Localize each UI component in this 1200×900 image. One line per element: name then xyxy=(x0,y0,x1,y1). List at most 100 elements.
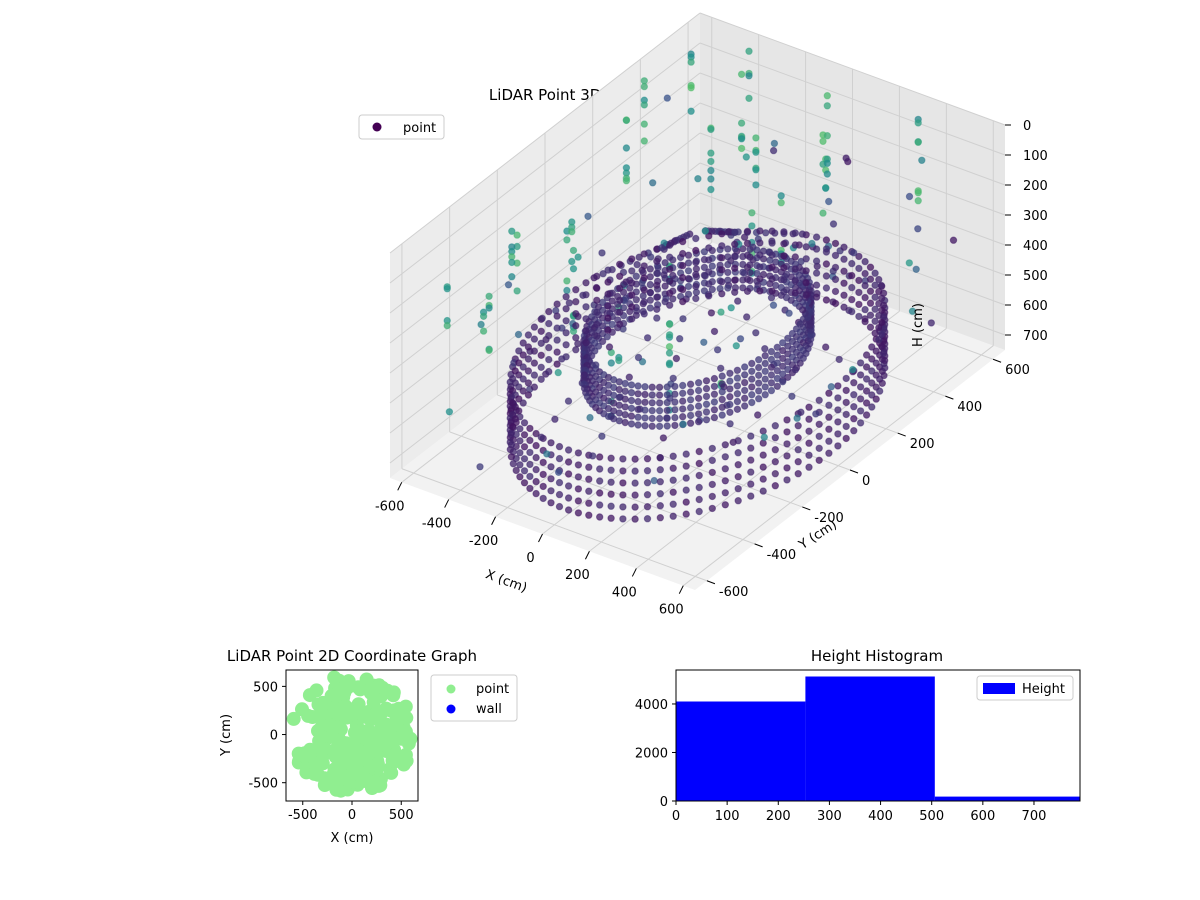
grid-line-y xyxy=(449,431,755,545)
point-3d xyxy=(760,433,768,441)
point-3d xyxy=(648,422,656,430)
point-3d xyxy=(717,364,725,372)
point-3d xyxy=(767,386,776,395)
point-3d xyxy=(734,485,742,493)
point-3d xyxy=(724,260,732,269)
point-3d xyxy=(748,398,756,407)
point-3d xyxy=(727,304,735,312)
point-3d xyxy=(524,355,533,363)
point-3d xyxy=(759,463,767,471)
point-3d xyxy=(532,453,540,462)
point-3d xyxy=(631,503,639,511)
point-3d xyxy=(783,464,791,472)
point-3d xyxy=(702,377,711,385)
point-3d xyxy=(682,510,690,518)
point-3d xyxy=(871,269,879,277)
z-tick-label-3d: 400 xyxy=(1023,239,1048,254)
point-3d xyxy=(908,307,917,315)
point-3d xyxy=(634,390,642,398)
point-3d xyxy=(532,429,540,438)
point-3d xyxy=(718,411,726,419)
point-3d xyxy=(759,451,767,459)
point-3d xyxy=(768,251,776,259)
point-3d xyxy=(862,411,871,419)
point-3d xyxy=(739,268,747,276)
point-3d xyxy=(640,310,648,318)
point-3d xyxy=(747,456,755,464)
point-3d xyxy=(747,432,755,440)
point-3d xyxy=(905,192,914,201)
point-3d xyxy=(881,356,889,365)
point-3d xyxy=(545,367,553,376)
point-3d xyxy=(805,415,813,423)
point-3d xyxy=(862,363,871,371)
point-3d xyxy=(568,257,576,266)
point-3d xyxy=(653,281,661,289)
x-tick-label-hist: 100 xyxy=(715,809,740,824)
point-3d xyxy=(604,326,612,334)
point-3d xyxy=(840,255,848,263)
legend-marker-height xyxy=(983,683,1015,694)
point-3d xyxy=(574,497,583,505)
y-tick-3d xyxy=(897,432,906,437)
point-3d xyxy=(831,299,840,308)
point-3d xyxy=(633,260,641,269)
point-3d xyxy=(705,280,713,288)
point-3d xyxy=(666,277,674,285)
point-3d xyxy=(868,355,876,363)
point-3d xyxy=(687,58,695,66)
point-3d xyxy=(773,343,781,351)
point-3d xyxy=(562,293,570,301)
point-3d xyxy=(741,402,749,410)
point-2d xyxy=(324,729,339,744)
point-3d xyxy=(747,444,755,452)
point-3d xyxy=(825,425,833,433)
point-3d xyxy=(779,370,787,378)
point-2d xyxy=(295,702,309,717)
point-3d xyxy=(752,181,760,189)
point-3d xyxy=(842,386,850,395)
point-3d xyxy=(537,339,545,347)
point-3d xyxy=(737,119,746,127)
x-tick-label-3d: -600 xyxy=(375,499,405,514)
x-tick-label-3d: -400 xyxy=(422,517,452,532)
point-2d xyxy=(372,728,387,743)
legend-2d: point wall xyxy=(430,674,518,722)
point-3d xyxy=(485,346,493,355)
point-3d xyxy=(530,371,539,379)
point-3d xyxy=(780,252,788,260)
point-3d xyxy=(779,378,787,386)
point-3d xyxy=(695,495,703,504)
point-3d xyxy=(724,276,732,284)
point-3d xyxy=(596,453,604,461)
point-3d xyxy=(770,139,779,148)
grid-line-z-left xyxy=(389,102,701,344)
x-axis-label-2d: X (cm) xyxy=(331,831,374,846)
point-2d xyxy=(359,774,374,789)
point-3d xyxy=(768,275,776,283)
point-3d xyxy=(641,422,649,430)
point-3d xyxy=(856,371,865,379)
point-3d xyxy=(547,475,555,483)
point-3d xyxy=(524,331,533,339)
point-3d xyxy=(855,264,863,273)
point-3d xyxy=(653,314,661,322)
point-3d xyxy=(737,135,746,143)
point-3d xyxy=(734,473,742,481)
point-3d xyxy=(666,289,674,297)
point-3d xyxy=(634,421,642,429)
legend-3d: point xyxy=(358,114,445,140)
point-3d xyxy=(656,490,664,498)
point-3d xyxy=(604,290,612,298)
point-3d xyxy=(665,360,674,369)
point-3d xyxy=(585,487,593,495)
point-3d xyxy=(526,460,534,469)
point-3d xyxy=(823,159,831,168)
x-tick-3d xyxy=(678,585,684,594)
point-3d xyxy=(768,227,776,235)
point-3d xyxy=(520,479,529,487)
point-3d xyxy=(743,287,752,295)
point-3d xyxy=(734,297,742,305)
point-3d xyxy=(812,257,821,265)
grid-line-z-back xyxy=(699,42,1006,156)
